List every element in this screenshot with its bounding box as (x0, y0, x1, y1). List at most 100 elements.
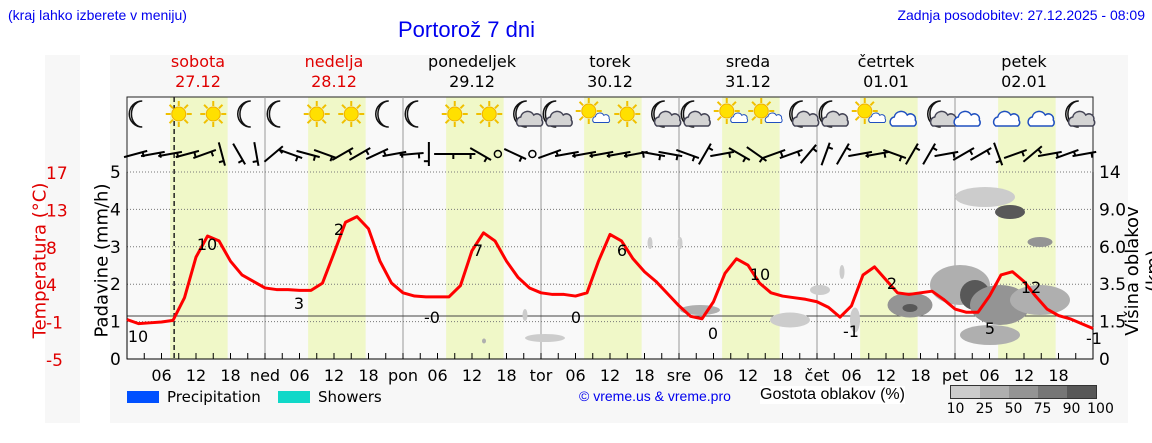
density-label: 90 (1062, 401, 1081, 417)
daylight-band (308, 97, 366, 359)
temp-annotation: -0 (424, 308, 440, 327)
wind-barb-icon (641, 150, 666, 161)
precip-tick: 5 (110, 163, 121, 183)
wind-barb-icon (658, 150, 683, 161)
wind-barb-icon (865, 150, 890, 158)
sun-icon (165, 101, 192, 127)
temperature-axis-panel (45, 55, 80, 423)
x-tick-label: 12 (738, 366, 758, 385)
wind-barb-icon (217, 142, 226, 166)
x-tick-label: čet (805, 366, 830, 385)
sun-icon (614, 101, 641, 127)
wind-barb-icon (676, 148, 700, 162)
cloud-height-tick: 14 (1099, 163, 1121, 183)
x-tick-label: 18 (220, 366, 240, 385)
wind-barb-icon (922, 143, 938, 165)
legend-precipitation-label: Precipitation (167, 388, 261, 406)
wind-barb-icon (503, 148, 527, 162)
daylight-band (446, 97, 504, 359)
wind-barb-icon (883, 148, 907, 162)
showers-swatch (278, 391, 310, 403)
moon-icon (128, 100, 143, 128)
cloud-density-area (522, 309, 528, 321)
sun-icon (338, 101, 365, 127)
cloud-density-area (960, 325, 1020, 345)
temp-annotation: 10 (128, 327, 148, 346)
temp-annotation: 7 (473, 241, 483, 260)
density-label: 25 (975, 401, 994, 417)
wind-barb-icon (279, 148, 303, 162)
wind-barb-icon (779, 148, 803, 160)
wind-barb-icon (296, 149, 320, 161)
wind-barb-icon (905, 143, 921, 165)
cloud-density-area (770, 312, 810, 328)
x-tick-label: 12 (876, 366, 896, 385)
sun-icon (476, 101, 503, 127)
calm-wind-icon (493, 149, 503, 159)
x-tick-label: 12 (1014, 366, 1034, 385)
temp-annotation: 2 (334, 220, 344, 239)
density-swatch (951, 386, 980, 398)
cloud-density-title: Gostota oblakov (%) (760, 386, 905, 404)
last-update: Zadnja posodobitev: 27.12.2025 - 08:09 (897, 7, 1145, 23)
sun-icon (441, 101, 468, 127)
precip-tick: 3 (110, 238, 121, 258)
cloud-icon (889, 110, 917, 127)
wind-barb-icon (969, 147, 992, 161)
temp-annotation: 10 (750, 265, 770, 284)
temp-tick: 13 (46, 201, 68, 221)
wind-barb-icon (836, 143, 852, 165)
wind-barb-icon (934, 150, 959, 158)
cloud-density-area (839, 265, 845, 279)
temp-tick: -1 (46, 314, 63, 334)
wind-barb-icon (469, 147, 492, 163)
density-label: 50 (1004, 401, 1023, 417)
density-label: 100 (1087, 401, 1114, 417)
wind-barb-icon (399, 151, 424, 159)
day-date: 29.12 (449, 72, 495, 91)
x-tick-label: 12 (324, 366, 344, 385)
day-date: 31.12 (725, 72, 771, 91)
density-swatch (1067, 386, 1096, 398)
cloud-density-area (850, 307, 860, 333)
cloud-icon (1027, 110, 1055, 127)
temp-annotation: 5 (985, 319, 995, 338)
temp-annotation: -1 (843, 322, 859, 341)
wind-barb-icon (728, 147, 751, 163)
cloud-density-labels: 10 25 50 75 90 100 (941, 401, 1115, 417)
cloud-density-area (525, 334, 565, 342)
sun-cloud-icon (748, 98, 783, 124)
x-tick-label: 12 (186, 366, 206, 385)
temp-annotation: 0 (571, 308, 581, 327)
daylight-band (860, 97, 918, 359)
sun-icon (303, 101, 330, 127)
day-header-4: sreda 31.12 (679, 52, 817, 92)
wind-barb-icon (993, 142, 1004, 166)
day-name: četrtek (857, 52, 915, 71)
x-tick-label: 12 (600, 366, 620, 385)
x-tick-label: 06 (289, 366, 309, 385)
wind-barb-icon (313, 148, 337, 162)
x-tick-label: 06 (979, 366, 999, 385)
wind-barb-icon (1003, 148, 1027, 160)
temperature-line (126, 215, 1094, 330)
daylight-band (170, 97, 228, 359)
cloud-density-area (482, 338, 486, 344)
legend-showers: Showers (278, 388, 382, 406)
cloud-density-area (955, 187, 1015, 207)
cloud-height-tick: 3.5 (1099, 275, 1126, 295)
sun-icon (200, 101, 227, 127)
wind-barb-icon (232, 143, 246, 165)
wind-barb-icon (252, 142, 260, 166)
x-tick-label: 06 (151, 366, 171, 385)
wind-barb-icon (451, 153, 476, 159)
density-swatch (1009, 386, 1038, 398)
copyright-link[interactable]: © vreme.us & vreme.pro (579, 388, 731, 404)
cloud-height-tick: 0 (1099, 350, 1110, 370)
x-tick-label: 06 (841, 366, 861, 385)
temp-annotation: 3 (294, 294, 304, 313)
day-header-6: petek 02.01 (955, 52, 1093, 92)
wind-barb-icon (762, 148, 786, 160)
x-tick-label: 18 (772, 366, 792, 385)
